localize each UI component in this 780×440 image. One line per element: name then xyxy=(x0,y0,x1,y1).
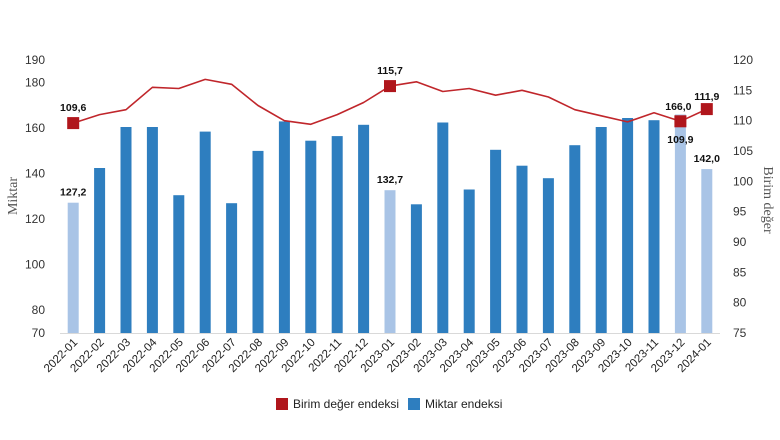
data-label-birim-2022-01: 109,6 xyxy=(60,102,86,114)
bar-2023-02 xyxy=(410,204,422,333)
y2-tick-105: 105 xyxy=(733,144,753,158)
data-label-miktar-2023-12: 166,0 xyxy=(665,101,691,113)
y-axis-right: 75 80 85 90 95 100 105 110 115 120 xyxy=(733,53,753,340)
legend: Birim değer endeksi Miktar endeksi xyxy=(276,397,502,411)
bar-2023-12 xyxy=(674,114,686,333)
data-label-birim-2024-01: 111,9 xyxy=(694,91,719,103)
legend-swatch-miktar xyxy=(408,398,420,410)
y2-tick-85: 85 xyxy=(733,265,747,279)
y-tick-180: 180 xyxy=(25,76,45,90)
data-label-birim-2023-12: 109,9 xyxy=(667,134,693,146)
marker-2024-01 xyxy=(700,103,713,116)
y-tick-80: 80 xyxy=(32,303,46,317)
y2-tick-100: 100 xyxy=(733,174,753,188)
y2-tick-95: 95 xyxy=(733,205,747,219)
bar-2022-07 xyxy=(226,203,238,333)
markers-layer xyxy=(67,80,713,130)
y-axis-left: 70 80 100 120 140 160 180 190 xyxy=(25,53,45,340)
bar-2022-08 xyxy=(252,150,264,333)
bar-2023-10 xyxy=(622,118,634,333)
bars-layer xyxy=(60,114,720,334)
y2-tick-115: 115 xyxy=(733,83,752,97)
bar-2023-06 xyxy=(516,165,528,333)
bar-2024-01 xyxy=(701,169,713,333)
bar-2023-09 xyxy=(595,127,607,333)
bar-2023-01 xyxy=(384,190,396,333)
marker-2023-01 xyxy=(384,80,396,93)
bar-2023-04 xyxy=(463,189,475,333)
bar-2022-06 xyxy=(199,131,211,333)
bar-2022-11 xyxy=(331,136,343,333)
data-label-miktar-2022-01: 127,2 xyxy=(60,187,86,199)
y-tick-120: 120 xyxy=(25,212,45,226)
y2-tick-120: 120 xyxy=(733,53,753,67)
bar-2023-11 xyxy=(648,120,660,333)
legend-swatch-birim-deger xyxy=(276,398,288,410)
bar-2023-05 xyxy=(490,149,502,333)
y-tick-70: 70 xyxy=(32,326,46,340)
bar-2022-04 xyxy=(146,127,158,333)
bar-2023-07 xyxy=(542,178,554,333)
legend-label-miktar: Miktar endeksi xyxy=(425,397,502,411)
y-tick-160: 160 xyxy=(25,121,45,135)
x-axis: 2022-012022-022022-032022-042022-052022-… xyxy=(42,336,714,375)
marker-2022-01 xyxy=(67,117,80,130)
bar-2022-03 xyxy=(120,127,132,333)
y-tick-140: 140 xyxy=(25,167,45,181)
y2-tick-80: 80 xyxy=(733,296,747,310)
data-label-birim-2023-01: 115,7 xyxy=(377,65,403,77)
y-axis-title: Miktar xyxy=(6,177,21,215)
bar-2022-02 xyxy=(94,168,106,333)
y-tick-100: 100 xyxy=(25,258,45,272)
bar-2022-12 xyxy=(358,124,370,333)
bar-2022-05 xyxy=(173,195,185,333)
bar-2022-10 xyxy=(305,140,317,333)
y2-tick-90: 90 xyxy=(733,235,747,249)
data-label-miktar-2023-01: 132,7 xyxy=(377,174,403,186)
data-label-miktar-2024-01: 142,0 xyxy=(694,153,720,165)
bar-2023-03 xyxy=(437,122,449,333)
marker-2023-12 xyxy=(674,115,687,128)
y2-tick-110: 110 xyxy=(733,114,752,128)
legend-label-birim-deger: Birim değer endeksi xyxy=(293,397,399,411)
y2-tick-75: 75 xyxy=(733,326,747,340)
data-labels-layer: 127,2 132,7 166,0 142,0 109,6 115,7 109,9 111,9 xyxy=(60,65,720,199)
y2-axis-title: Birim değer xyxy=(760,166,775,234)
bar-2023-08 xyxy=(569,145,581,333)
bar-2022-09 xyxy=(278,121,290,334)
bar-2022-01 xyxy=(67,202,79,333)
y-tick-190: 190 xyxy=(25,53,45,67)
